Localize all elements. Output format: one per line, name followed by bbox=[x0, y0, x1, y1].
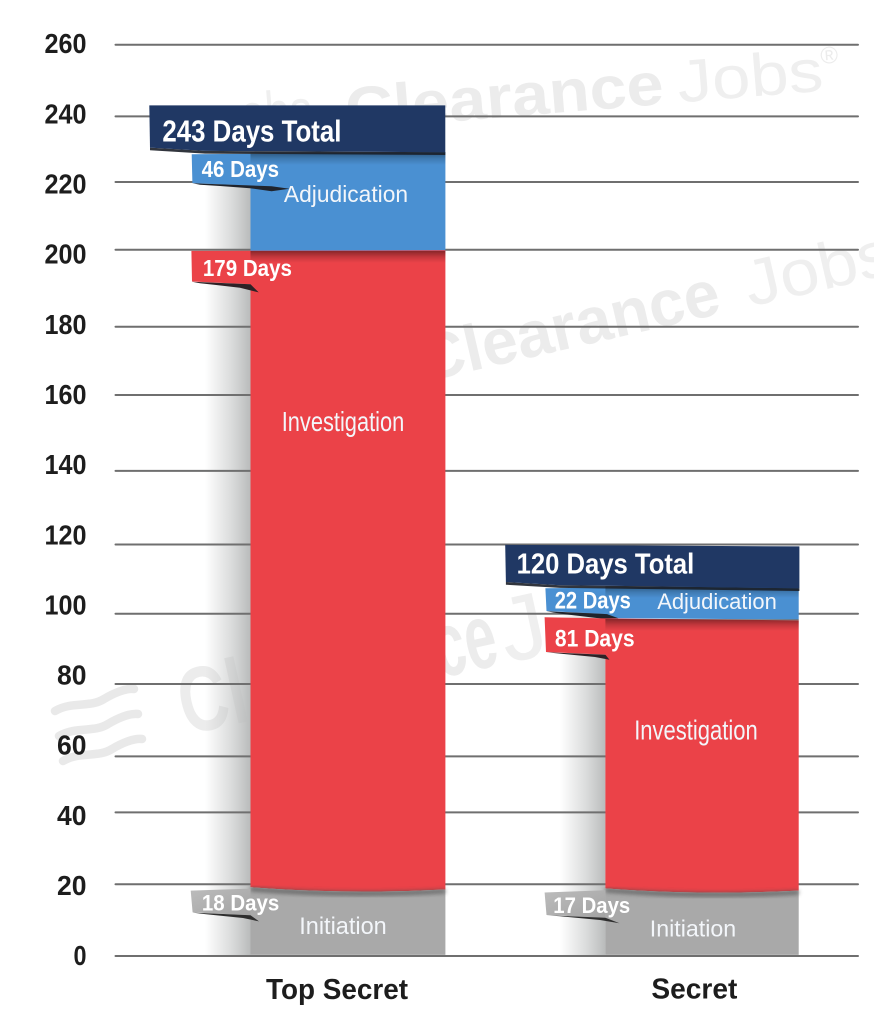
svg-text:179 Days: 179 Days bbox=[203, 255, 292, 281]
svg-text:Investigation: Investigation bbox=[634, 715, 758, 746]
svg-text:120: 120 bbox=[45, 519, 87, 550]
svg-text:200: 200 bbox=[45, 239, 87, 270]
svg-text:160: 160 bbox=[45, 379, 87, 410]
svg-text:17 Days: 17 Days bbox=[553, 893, 630, 918]
svg-text:Adjudication: Adjudication bbox=[284, 181, 408, 207]
svg-text:Secret: Secret bbox=[651, 973, 737, 1005]
svg-text:20: 20 bbox=[57, 870, 87, 901]
svg-text:Investigation: Investigation bbox=[282, 406, 405, 437]
svg-text:243 Days Total: 243 Days Total bbox=[162, 114, 341, 149]
svg-text:46 Days: 46 Days bbox=[202, 156, 280, 182]
svg-text:240: 240 bbox=[45, 98, 87, 129]
svg-text:140: 140 bbox=[45, 449, 87, 480]
svg-text:0: 0 bbox=[74, 940, 87, 971]
svg-text:100: 100 bbox=[45, 589, 87, 620]
svg-text:Adjudication: Adjudication bbox=[657, 589, 777, 614]
svg-text:180: 180 bbox=[45, 309, 87, 340]
svg-text:260: 260 bbox=[45, 28, 87, 59]
svg-text:81 Days: 81 Days bbox=[555, 625, 635, 652]
svg-text:40: 40 bbox=[57, 800, 87, 831]
svg-text:®: ® bbox=[819, 42, 839, 70]
svg-text:18 Days: 18 Days bbox=[202, 890, 279, 915]
svg-text:Initiation: Initiation bbox=[299, 913, 387, 940]
svg-text:80: 80 bbox=[57, 660, 87, 691]
svg-text:Initiation: Initiation bbox=[650, 916, 736, 942]
svg-text:22 Days: 22 Days bbox=[555, 587, 631, 614]
svg-text:Top Secret: Top Secret bbox=[266, 974, 408, 1006]
svg-text:Jobs: Jobs bbox=[675, 37, 826, 116]
svg-text:220: 220 bbox=[45, 169, 87, 200]
svg-text:120 Days Total: 120 Days Total bbox=[517, 548, 695, 580]
svg-text:60: 60 bbox=[57, 730, 87, 761]
